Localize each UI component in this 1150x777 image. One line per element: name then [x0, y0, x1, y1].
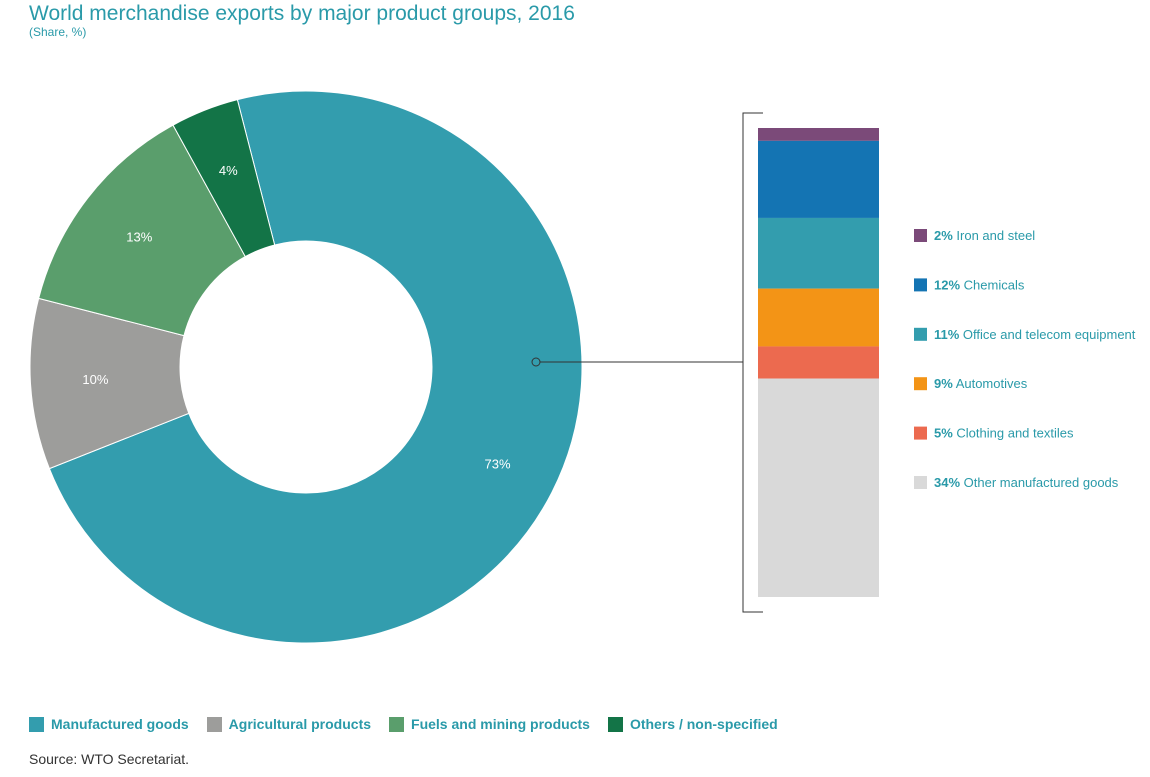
breakdown-value: 5%: [934, 426, 953, 441]
breakdown-value: 9%: [934, 376, 953, 391]
legend-label: Manufactured goods: [51, 716, 189, 732]
slice-data-label: 13%: [126, 230, 152, 245]
legend-swatch: [206, 716, 222, 732]
breakdown-legend-swatch: [914, 377, 927, 391]
breakdown-value: 34%: [934, 475, 960, 490]
chart-canvas: 73% 10% 13% 4% 2% Iron and steel 12% Chemica…: [29, 90, 1136, 644]
slice-fuels: [38, 124, 246, 337]
breakdown-category: Chemicals: [960, 277, 1025, 292]
legend-label: Agricultural products: [228, 716, 372, 732]
chart-subtitle: (Share, %): [29, 25, 87, 39]
breakdown-legend-label: 34% Other manufactured goods: [934, 475, 1119, 490]
bar-segment-other-manufactured: [758, 378, 879, 597]
breakdown-legend-swatch: [914, 426, 927, 440]
breakdown-legend-label: 5% Clothing and textiles: [934, 426, 1074, 441]
bracket: [742, 112, 763, 613]
bar-segment-clothing: [758, 346, 879, 379]
bar-segment-chemicals: [758, 140, 879, 218]
breakdown-value: 12%: [934, 277, 960, 292]
bar-segment-automotives: [758, 288, 879, 347]
bar-segment-iron-steel: [758, 128, 879, 141]
breakdown-category: Office and telecom equipment: [959, 327, 1135, 342]
legend-label: Others / non-specified: [629, 716, 778, 732]
breakdown-category: Clothing and textiles: [953, 426, 1074, 441]
breakdown-value: 11%: [934, 327, 960, 342]
legend-item-agricultural: Agricultural products: [206, 716, 372, 732]
connector-dot: [531, 357, 541, 367]
slice-others: [172, 99, 276, 258]
stacked-breakdown-bar: [758, 128, 879, 597]
breakdown-legend-label: 9% Automotives: [934, 376, 1028, 391]
breakdown-category: Iron and steel: [953, 228, 1035, 243]
source-note: Source: WTO Secretariat.: [29, 751, 190, 767]
slice-manufactured: [48, 90, 583, 644]
breakdown-legend-swatch: [914, 327, 927, 341]
legend-item-manufactured: Manufactured goods: [29, 716, 189, 732]
breakdown-legend-swatch: [914, 278, 927, 292]
breakdown-legend-swatch: [914, 476, 927, 489]
breakdown-category: Other manufactured goods: [960, 475, 1119, 490]
legend-item-others: Others / non-specified: [607, 716, 778, 732]
breakdown-value: 2%: [934, 228, 953, 243]
breakdown-legend-label: 2% Iron and steel: [934, 228, 1035, 243]
breakdown-legend-label: 11% Office and telecom equipment: [934, 327, 1136, 342]
slice-data-label: 4%: [219, 163, 238, 178]
legend-swatch: [29, 716, 44, 732]
breakdown-legend-label: 12% Chemicals: [934, 277, 1025, 292]
slice-data-label: 10%: [82, 372, 108, 387]
connector-line: [531, 112, 763, 613]
legend-swatch: [389, 716, 405, 732]
breakdown-category: Automotives: [953, 376, 1028, 391]
legend-item-fuels: Fuels and mining products: [389, 716, 590, 732]
slice-data-label: 73%: [485, 457, 511, 472]
main-legend: Manufactured goods Agricultural products…: [29, 716, 796, 732]
legend-label: Fuels and mining products: [411, 716, 590, 732]
donut-chart: 73% 10% 13% 4%: [29, 90, 583, 644]
breakdown-legend-swatch: [914, 229, 927, 242]
bar-segment-office-telecom: [758, 217, 879, 289]
chart-title: World merchandise exports by major produ…: [29, 2, 575, 25]
breakdown-legend: 2% Iron and steel 12% Chemicals 11% Office…: [914, 228, 1136, 490]
legend-swatch: [607, 716, 623, 732]
